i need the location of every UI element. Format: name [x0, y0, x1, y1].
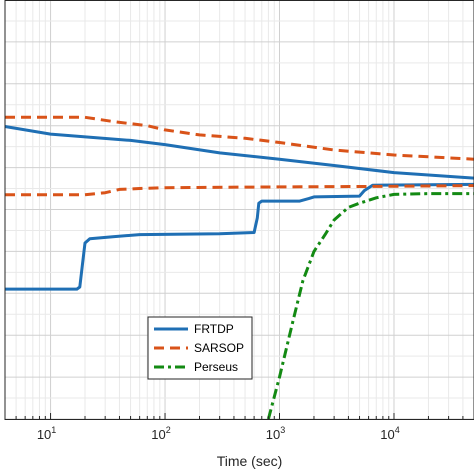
- x-axis-ticks: 101 102 103 104: [4, 413, 474, 442]
- legend-box: [147, 316, 253, 380]
- series-line-frtdp-1: [4, 125, 474, 180]
- series-line-sarsop-1: [5, 115, 474, 161]
- x-tick-label: 101: [37, 425, 56, 442]
- legend-entries: FRTDP SARSOP Perseus: [154, 322, 244, 374]
- x-tick-label: 102: [151, 425, 170, 442]
- series-line-sarsop-2: [5, 184, 474, 197]
- legend-label-perseus: Perseus: [194, 360, 238, 374]
- legend: FRTDP SARSOP Perseus: [147, 316, 253, 380]
- series-layer: [4, 115, 474, 420]
- x-axis-label: Time (sec): [217, 453, 283, 469]
- series-line-perseus-1: [266, 192, 474, 420]
- legend-label-sarsop: SARSOP: [194, 341, 244, 355]
- x-tick-label: 103: [266, 425, 285, 442]
- plot-frame: [4, 0, 474, 420]
- x-tick-label: 104: [380, 425, 399, 442]
- legend-label-frtdp: FRTDP: [194, 322, 234, 336]
- series-line-frtdp-2: [5, 182, 474, 291]
